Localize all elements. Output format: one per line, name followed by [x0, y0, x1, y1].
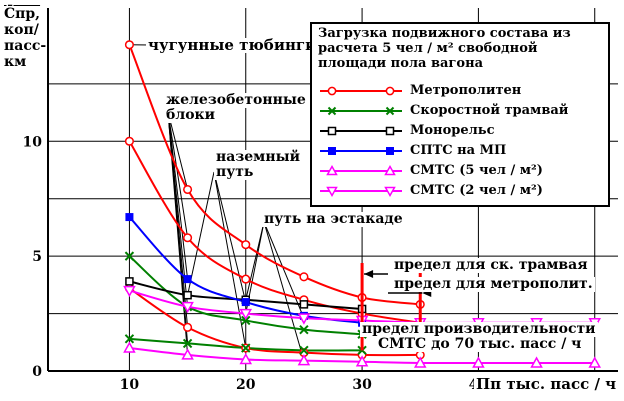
- x-tick-label: 30: [352, 377, 372, 393]
- data-point: [183, 184, 193, 195]
- data-point: [241, 240, 251, 250]
- legend: Загрузка подвижного состава из расчета 5…: [310, 22, 610, 207]
- data-point: [241, 298, 250, 307]
- y-axis-label-line: пасс-: [4, 38, 47, 54]
- annotation-blocks-line1: железобетонные: [164, 92, 308, 108]
- legend-item-smts5: СМТС (5 чел / м²): [318, 162, 606, 180]
- x-tick-label: 10: [120, 377, 140, 393]
- data-point: [125, 213, 134, 222]
- y-axis-label-line: коп/: [4, 22, 39, 38]
- data-point: [124, 40, 134, 50]
- legend-label-metro: Метрополитен: [410, 83, 522, 98]
- legend-label-smts2: СМТС (2 чел / м²): [410, 183, 543, 198]
- legend-item-tram: Скоростной трамвай: [318, 102, 606, 120]
- data-point: [181, 301, 194, 314]
- legend-title: Загрузка подвижного состава из расчета 5…: [318, 26, 571, 71]
- data-point: [357, 345, 367, 356]
- annotation-leader: [213, 171, 247, 303]
- data-point: [239, 308, 253, 321]
- data-point: [239, 352, 253, 365]
- y-axis-label: C̄пр, коп/ пасс- км: [4, 6, 46, 70]
- data-point: [183, 322, 193, 332]
- annotation-smts-limit-line2: СМТС до 70 тыс. пасс / ч: [376, 336, 584, 352]
- legend-swatch-metro: [320, 86, 402, 96]
- y-tick-label: 10: [23, 134, 43, 150]
- data-point: [297, 354, 311, 366]
- data-point: [241, 315, 251, 326]
- annotation-leader: [167, 111, 189, 190]
- data-point: [183, 275, 192, 284]
- annotation-leader: [167, 111, 189, 238]
- data-point: [299, 300, 309, 309]
- data-point: [297, 313, 311, 325]
- data-point: [472, 356, 485, 368]
- data-point: [124, 251, 135, 261]
- data-point: [181, 348, 194, 360]
- limit-arrow-head: [364, 270, 374, 278]
- annotation-leader: [245, 221, 265, 300]
- y-axis-label-line: C̄пр,: [4, 6, 41, 22]
- annotation-ground-line1: наземный: [214, 149, 302, 165]
- data-point: [124, 334, 135, 344]
- data-point: [183, 290, 192, 300]
- data-point: [241, 274, 251, 284]
- data-point: [123, 341, 136, 353]
- legend-label-monorail: Монорельс: [410, 123, 495, 138]
- axes: [47, 8, 618, 372]
- data-point: [530, 356, 543, 368]
- legend-item-smts2: СМТС (2 чел / м²): [318, 182, 606, 200]
- data-point: [125, 277, 134, 286]
- legend-item-monorail: Монорельс: [318, 122, 606, 140]
- annotation-estakada: путь на эстакаде: [262, 211, 405, 227]
- annotation-leader: [187, 171, 215, 296]
- data-point: [182, 338, 193, 349]
- data-point: [588, 356, 602, 368]
- data-point: [299, 272, 309, 282]
- data-point: [299, 324, 309, 335]
- annotation-leader: [263, 221, 305, 319]
- legend-label-tram: Скоростной трамвай: [410, 103, 569, 118]
- data-point: [124, 136, 134, 146]
- legend-swatch-sptc: [320, 147, 402, 155]
- annotation-tubing: чугунные тюбинги: [146, 36, 319, 54]
- y-axis-label-line: км: [4, 54, 27, 70]
- annotation-smts-limit-line1: предел производительности: [360, 321, 598, 337]
- legend-item-sptc: СПТС на МП: [318, 142, 606, 160]
- data-point: [299, 345, 309, 356]
- x-axis-label: Пп тыс. пасс / ч: [474, 375, 619, 393]
- series-group: [123, 40, 602, 368]
- annotation-leader: [263, 221, 305, 361]
- annotation-blocks-line2: блоки: [164, 107, 218, 123]
- legend-swatch-monorail: [320, 126, 402, 136]
- annotation-tram-limit: предел для ск. трамвая: [392, 257, 590, 273]
- annotation-metro-limit: предел для метрополит.: [392, 276, 595, 292]
- legend-label-smts5: СМТС (5 чел / м²): [410, 163, 543, 178]
- legend-swatch-smts2: [320, 186, 402, 198]
- y-tick-label: 5: [32, 249, 42, 265]
- legend-item-metro: Метрополитен: [318, 82, 606, 100]
- legend-label-sptc: СПТС на МП: [410, 143, 507, 158]
- y-tick-label: 0: [32, 364, 42, 380]
- x-tick-label: 20: [236, 377, 256, 393]
- data-point: [123, 285, 136, 298]
- legend-swatch-tram: [320, 106, 402, 116]
- data-point: [355, 355, 369, 367]
- legend-swatch-smts5: [320, 164, 402, 176]
- annotation-ground-line2: путь: [214, 164, 256, 180]
- data-point: [241, 343, 251, 353]
- data-point: [413, 356, 427, 368]
- data-point: [183, 233, 193, 243]
